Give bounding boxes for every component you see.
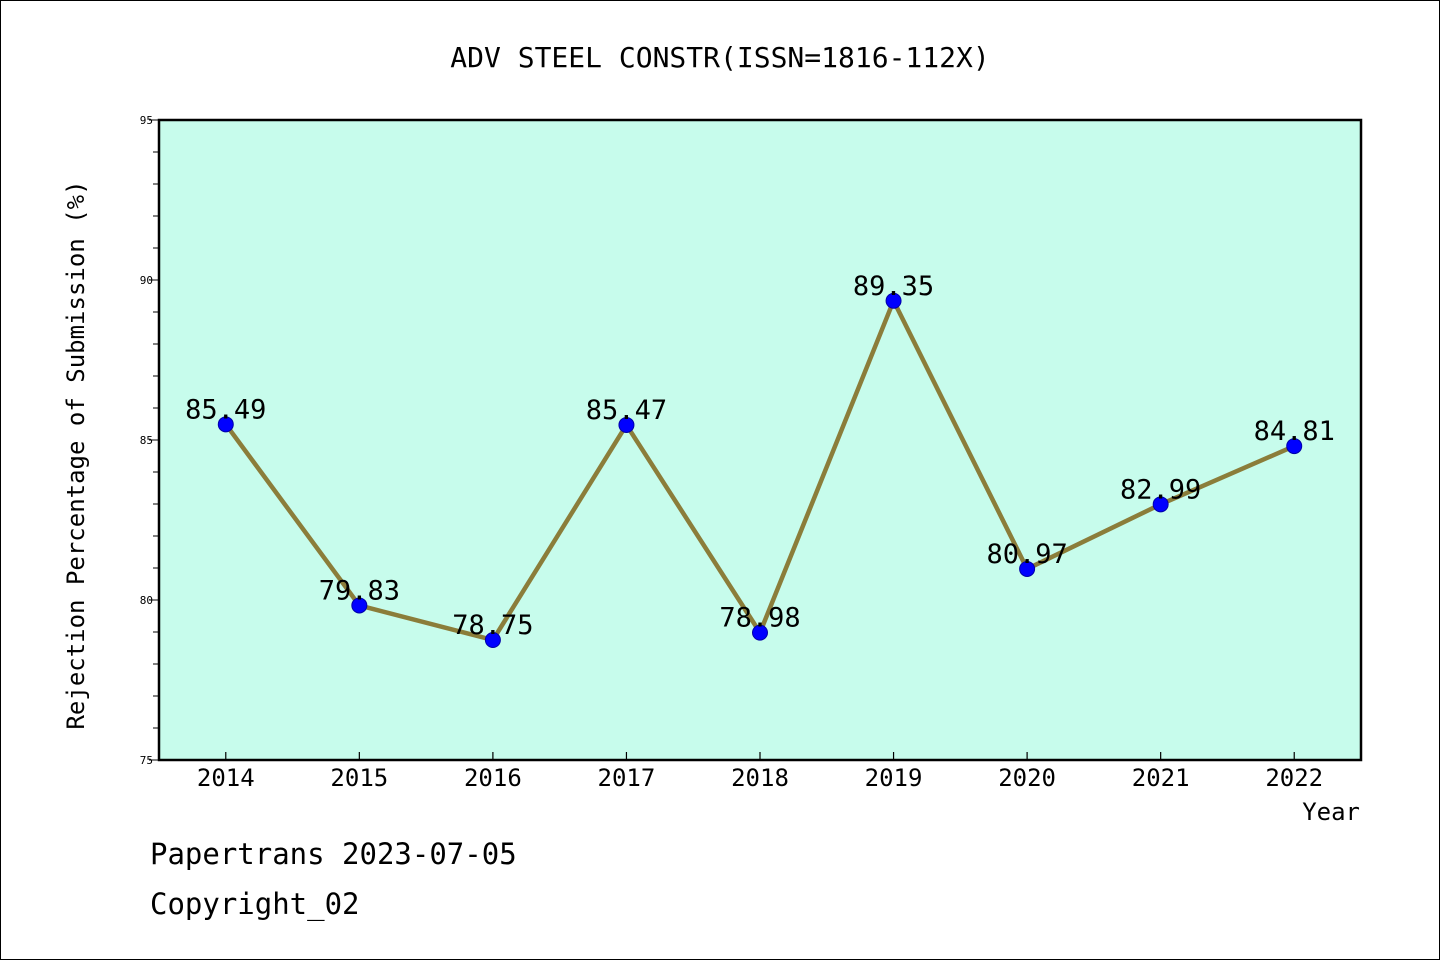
y-tick-label: 95	[140, 114, 153, 127]
data-markers	[217, 292, 1303, 648]
data-label: 79.83	[319, 575, 400, 606]
data-label: 82.99	[1120, 474, 1201, 505]
data-point	[217, 416, 234, 433]
y-tick-label: 90	[140, 274, 153, 287]
data-point	[752, 624, 768, 641]
data-label: 78.98	[719, 603, 800, 634]
data-label: 85.47	[586, 395, 667, 426]
data-label: 89.35	[853, 271, 934, 302]
y-tick-label: 80	[140, 594, 153, 607]
data-point	[351, 597, 368, 614]
data-labels: 85.49 79.83 78.75 85.47 78.98 89.35 80.97 82.99…	[185, 271, 1335, 641]
data-point	[1286, 438, 1303, 455]
data-label: 80.97	[986, 539, 1067, 570]
x-tick-label: 2017	[598, 764, 656, 792]
data-label: 78.75	[452, 610, 533, 641]
x-tick-label: 2015	[330, 764, 388, 792]
footer-date: Papertrans 2023-07-05	[150, 837, 517, 871]
x-tick-label: 2020	[998, 764, 1056, 792]
x-tick-label: 2018	[731, 764, 789, 792]
x-axis-label: Year	[1302, 798, 1360, 826]
y-axis: 75 80 85 90 95	[140, 114, 159, 767]
footer-copyright: Copyright_02	[150, 887, 360, 922]
data-point	[1019, 560, 1036, 577]
data-label: 85.49	[185, 394, 266, 425]
x-tick-label: 2019	[865, 764, 923, 792]
x-tick-label: 2014	[197, 764, 255, 792]
x-axis: 2014 2015 2016 2017 2018 2019 2020 2021 2022	[197, 752, 1323, 792]
data-label: 84.81	[1254, 416, 1335, 447]
plot-area	[157, 118, 1363, 762]
y-tick-label: 85	[140, 434, 153, 447]
data-point	[885, 292, 902, 309]
x-tick-label: 2022	[1265, 764, 1323, 792]
y-tick-label: 75	[140, 754, 153, 767]
data-point	[484, 632, 501, 648]
x-tick-label: 2016	[464, 764, 522, 792]
chart-title: ADV STEEL CONSTR(ISSN=1816-112X)	[450, 41, 989, 74]
data-point	[618, 416, 635, 433]
x-tick-label: 2021	[1132, 764, 1190, 792]
data-point	[1152, 496, 1169, 513]
y-axis-label: Rejection Percentage of Submission (%)	[62, 180, 90, 729]
